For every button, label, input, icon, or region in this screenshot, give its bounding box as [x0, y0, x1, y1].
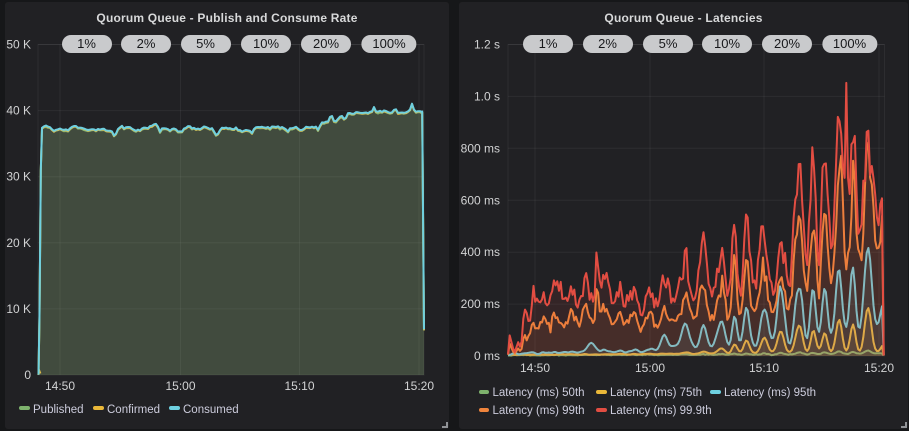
- svg-text:15:10: 15:10: [749, 361, 779, 375]
- svg-text:30 K: 30 K: [6, 170, 31, 184]
- svg-text:10 K: 10 K: [6, 302, 31, 316]
- svg-text:15:20: 15:20: [864, 361, 894, 375]
- svg-text:15:00: 15:00: [165, 379, 195, 393]
- svg-text:200 ms: 200 ms: [461, 297, 500, 311]
- svg-text:50 K: 50 K: [6, 38, 31, 52]
- svg-text:20 K: 20 K: [6, 236, 31, 250]
- svg-text:15:10: 15:10: [284, 379, 314, 393]
- svg-text:600 ms: 600 ms: [461, 193, 500, 207]
- svg-text:40 K: 40 K: [6, 104, 31, 118]
- svg-text:14:50: 14:50: [45, 379, 75, 393]
- svg-text:1.0 s: 1.0 s: [474, 89, 500, 103]
- svg-text:400 ms: 400 ms: [461, 245, 500, 259]
- svg-text:15:20: 15:20: [404, 379, 434, 393]
- svg-text:1.2 s: 1.2 s: [474, 38, 500, 52]
- svg-text:0: 0: [24, 368, 31, 382]
- svg-text:0 ms: 0 ms: [474, 349, 500, 363]
- svg-text:14:50: 14:50: [520, 361, 550, 375]
- svg-text:15:00: 15:00: [635, 361, 665, 375]
- svg-text:800 ms: 800 ms: [461, 141, 500, 155]
